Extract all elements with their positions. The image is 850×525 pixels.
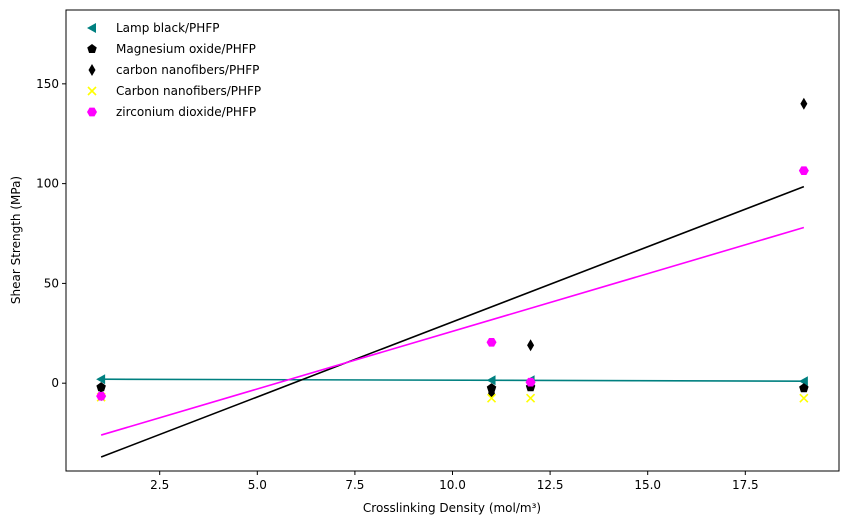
data-point — [96, 374, 106, 385]
fit-line — [100, 226, 805, 436]
x-tick-label: 12.5 — [537, 478, 564, 492]
x-tick-label: 5.0 — [248, 478, 267, 492]
y-tick-label: 100 — [36, 177, 59, 191]
fit-line — [100, 185, 805, 458]
data-point — [96, 391, 107, 401]
data-point — [486, 337, 497, 347]
legend-marker — [88, 64, 96, 76]
data-point — [486, 393, 497, 403]
legend-marker — [87, 86, 97, 96]
x-tick-label: 15.0 — [634, 478, 661, 492]
legend-label: zirconium dioxide/PHFP — [116, 105, 256, 119]
y-axis-label: Shear Strength (MPa) — [9, 176, 23, 304]
plot-area — [65, 9, 840, 472]
legend-label: Magnesium oxide/PHFP — [116, 42, 256, 56]
data-point — [800, 97, 808, 110]
data-point — [527, 339, 535, 352]
x-tick-label: 7.5 — [345, 478, 364, 492]
y-axis: 0 50 100 150 — [36, 77, 66, 390]
data-point — [526, 393, 536, 403]
data-point — [798, 376, 808, 387]
legend-marker — [87, 107, 97, 117]
data-point — [799, 393, 809, 403]
x-tick-label: 10.0 — [439, 478, 466, 492]
y-tick-label: 0 — [51, 376, 59, 390]
legend-label: Lamp black/PHFP — [116, 21, 219, 35]
legend-label: Carbon nanofibers/PHFP — [116, 84, 261, 98]
data-point — [525, 377, 536, 387]
x-axis: 2.5 5.0 7.5 10.0 12.5 15.0 17.5 — [150, 471, 759, 492]
data-point — [96, 382, 106, 392]
data-point — [486, 375, 496, 386]
y-tick-label: 50 — [44, 276, 59, 290]
legend: Lamp black/PHFP Magnesium oxide/PHFP carbo… — [87, 21, 261, 119]
x-tick-label: 17.5 — [732, 478, 759, 492]
data-points — [96, 97, 809, 403]
x-tick-label: 2.5 — [150, 478, 169, 492]
legend-label: carbon nanofibers/PHFP — [116, 63, 259, 77]
x-axis-label: Crosslinking Density (mol/m³) — [363, 501, 541, 515]
legend-marker — [87, 23, 96, 33]
data-point — [798, 166, 809, 175]
y-tick-label: 150 — [36, 77, 59, 91]
fit-line — [101, 378, 804, 382]
data-point — [799, 383, 809, 393]
fit-lines — [100, 185, 805, 458]
legend-marker — [87, 44, 97, 54]
